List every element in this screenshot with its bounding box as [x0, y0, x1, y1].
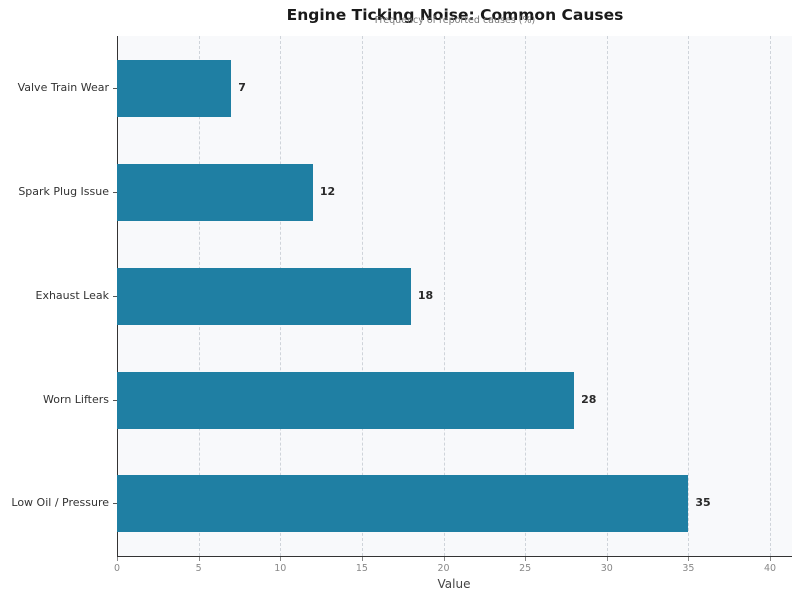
y-tick-label: Exhaust Leak [35, 289, 110, 302]
bar-value-label: 12 [319, 185, 336, 198]
y-tick [113, 296, 117, 297]
x-tick-label: 0 [113, 563, 121, 574]
bar-value-label: 35 [695, 496, 711, 509]
gridline [606, 36, 608, 556]
bar[interactable] [117, 372, 575, 429]
y-tick-label: Worn Lifters [43, 393, 109, 406]
x-tick-label: 10 [274, 563, 287, 574]
bar[interactable] [117, 268, 411, 325]
x-tick [525, 557, 527, 561]
x-tick [443, 557, 445, 561]
x-tick-label: 30 [600, 563, 613, 574]
y-tick [113, 88, 117, 89]
x-tick-label: 35 [682, 563, 695, 574]
bar-value-label: 7 [238, 81, 246, 94]
y-tick [113, 192, 117, 193]
x-tick [198, 557, 200, 561]
x-tick-label: 20 [437, 563, 450, 574]
x-tick [361, 557, 363, 561]
bar[interactable] [117, 475, 689, 532]
bar-value-label: 28 [581, 393, 597, 406]
y-tick-label: Valve Train Wear [17, 81, 109, 94]
x-axis-label: Value [437, 577, 471, 591]
x-tick [117, 557, 118, 561]
gridline [525, 36, 527, 556]
bar[interactable] [117, 164, 313, 221]
x-axis-spine [117, 556, 792, 557]
y-tick [113, 400, 117, 401]
x-tick [606, 557, 608, 561]
chart-title: Engine Ticking Noise: Common Causes [286, 6, 624, 24]
x-tick-label: 40 [763, 563, 777, 574]
gridline [770, 36, 771, 556]
x-tick [688, 557, 690, 561]
gridline [443, 36, 445, 556]
x-tick-label: 25 [519, 563, 532, 574]
x-tick [280, 557, 282, 561]
x-tick [770, 557, 771, 561]
x-tick-label: 5 [195, 563, 202, 574]
y-tick [113, 503, 117, 504]
chart-subtitle: Frequency of reported causes (%) [374, 15, 536, 26]
bar-value-label: 18 [417, 289, 434, 302]
bar[interactable] [117, 60, 232, 117]
gridline [688, 36, 690, 556]
y-tick-label: Low Oil / Pressure [11, 496, 109, 509]
y-tick-label: Spark Plug Issue [18, 185, 109, 198]
x-tick-label: 15 [355, 563, 368, 574]
